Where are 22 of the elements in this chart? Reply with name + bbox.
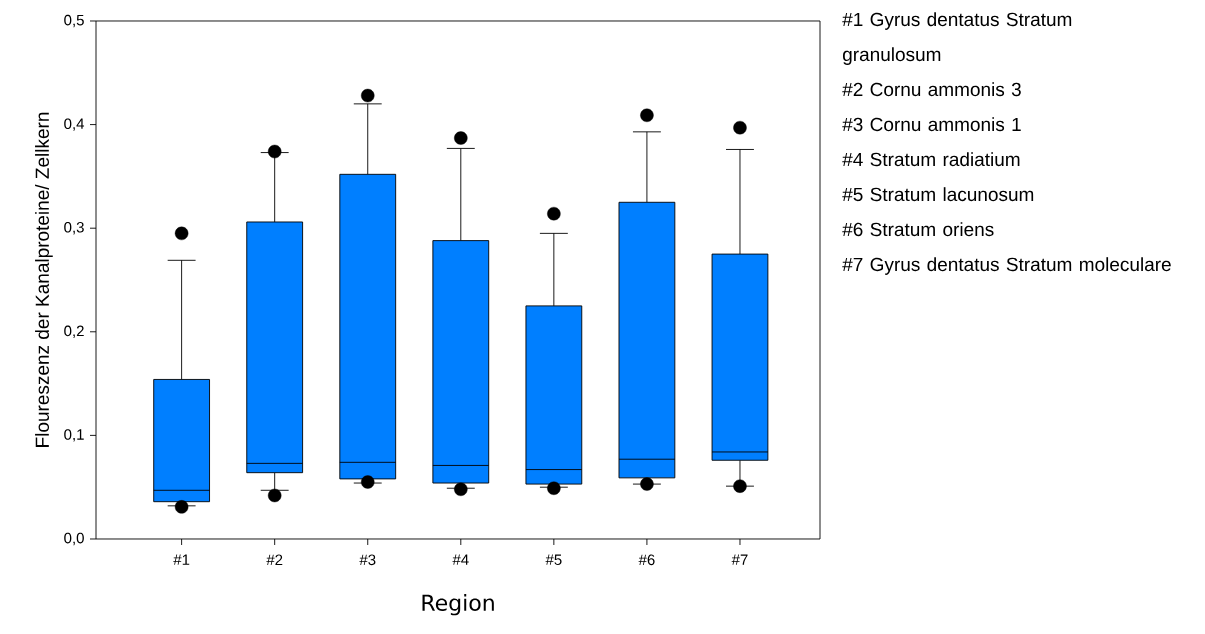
x-tick-label: #1 bbox=[173, 554, 190, 565]
x-tick-label: #6 bbox=[638, 554, 655, 566]
text: #5 Stratum lacunosum bbox=[842, 187, 1034, 202]
y-tick-label: 0,2 bbox=[64, 325, 84, 338]
x-tick-label: #2 bbox=[266, 554, 283, 565]
y-tick-label: 0,0 bbox=[64, 532, 84, 546]
y-tick-label: 0,5 bbox=[64, 14, 84, 28]
x-tick-label: #5 bbox=[545, 554, 562, 565]
text: #1 Gyrus dentatus Stratum granulosum bbox=[842, 12, 1072, 65]
text: #4 Stratum radiatium bbox=[842, 152, 1020, 167]
text: #3 Cornu ammonis 1 bbox=[842, 117, 1021, 132]
text: #2 Cornu ammonis 3 bbox=[842, 82, 1021, 97]
x-tick-label: #7 bbox=[731, 554, 748, 565]
y-tick-label: 0,3 bbox=[64, 221, 84, 235]
x-tick-label: #4 bbox=[452, 554, 469, 565]
x-tick-label: #3 bbox=[359, 554, 376, 566]
y-axis-title: Floureszenz der Kanalproteine/ Zellkern bbox=[35, 112, 53, 447]
x-axis-title: Region bbox=[422, 594, 494, 616]
text: #6 Stratum oriens bbox=[842, 222, 994, 237]
y-tick-label: 0,4 bbox=[64, 118, 85, 131]
y-tick-label: 0,1 bbox=[64, 429, 84, 442]
text: #7 Gyrus dentatus Stratum moleculare bbox=[842, 257, 1171, 275]
